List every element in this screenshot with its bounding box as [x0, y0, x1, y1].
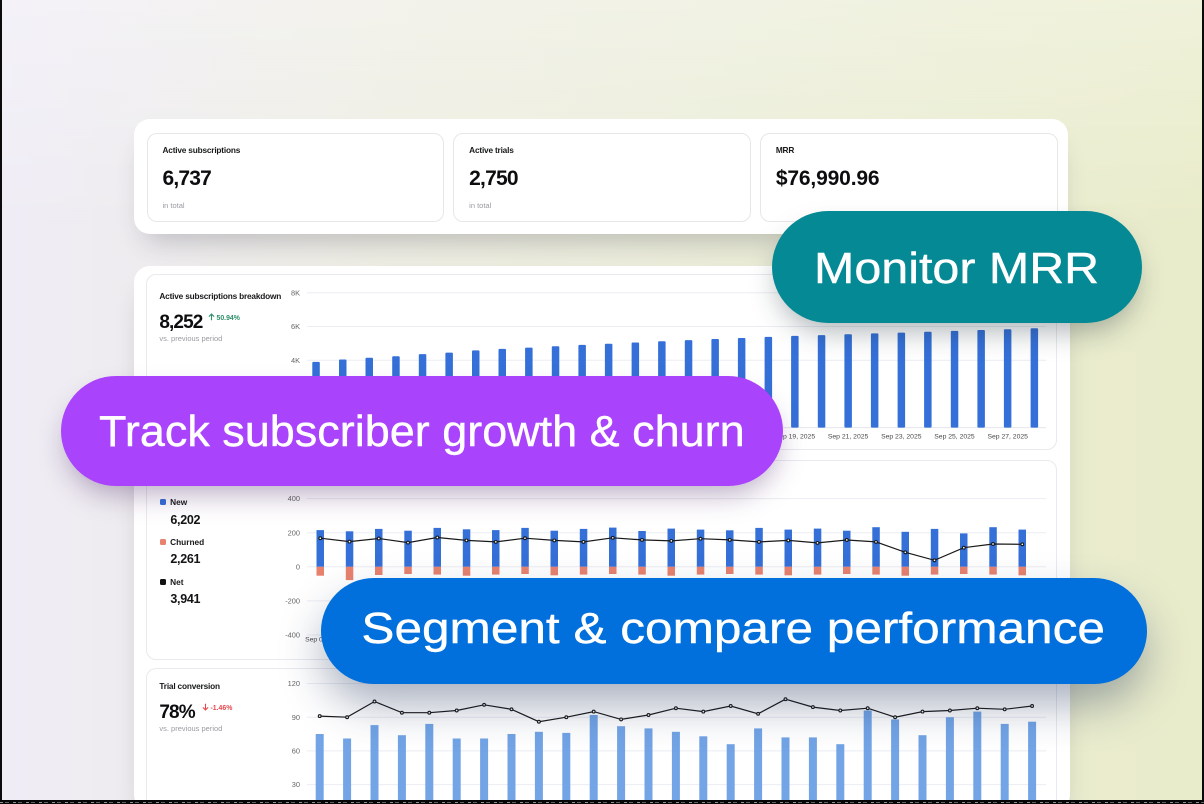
svg-text:Sep 21, 2025: Sep 21, 2025: [827, 433, 868, 440]
svg-text:Sep 23, 2025: Sep 23, 2025: [881, 433, 922, 440]
svg-text:8K: 8K: [291, 288, 300, 297]
svg-text:30: 30: [291, 780, 299, 789]
svg-text:120: 120: [287, 679, 299, 688]
svg-text:0: 0: [295, 562, 299, 571]
svg-text:90: 90: [291, 713, 299, 722]
svg-text:Sep 25, 2025: Sep 25, 2025: [934, 433, 975, 440]
svg-text:-400: -400: [285, 630, 300, 639]
svg-text:Sep 27, 2025: Sep 27, 2025: [987, 433, 1028, 440]
svg-text:-200: -200: [285, 596, 300, 605]
svg-text:4K: 4K: [291, 356, 300, 365]
svg-text:Sep 19, 2025: Sep 19, 2025: [774, 433, 815, 440]
svg-text:200: 200: [287, 528, 299, 537]
svg-text:60: 60: [291, 747, 299, 756]
svg-text:400: 400: [287, 494, 299, 503]
svg-text:6K: 6K: [291, 322, 300, 331]
